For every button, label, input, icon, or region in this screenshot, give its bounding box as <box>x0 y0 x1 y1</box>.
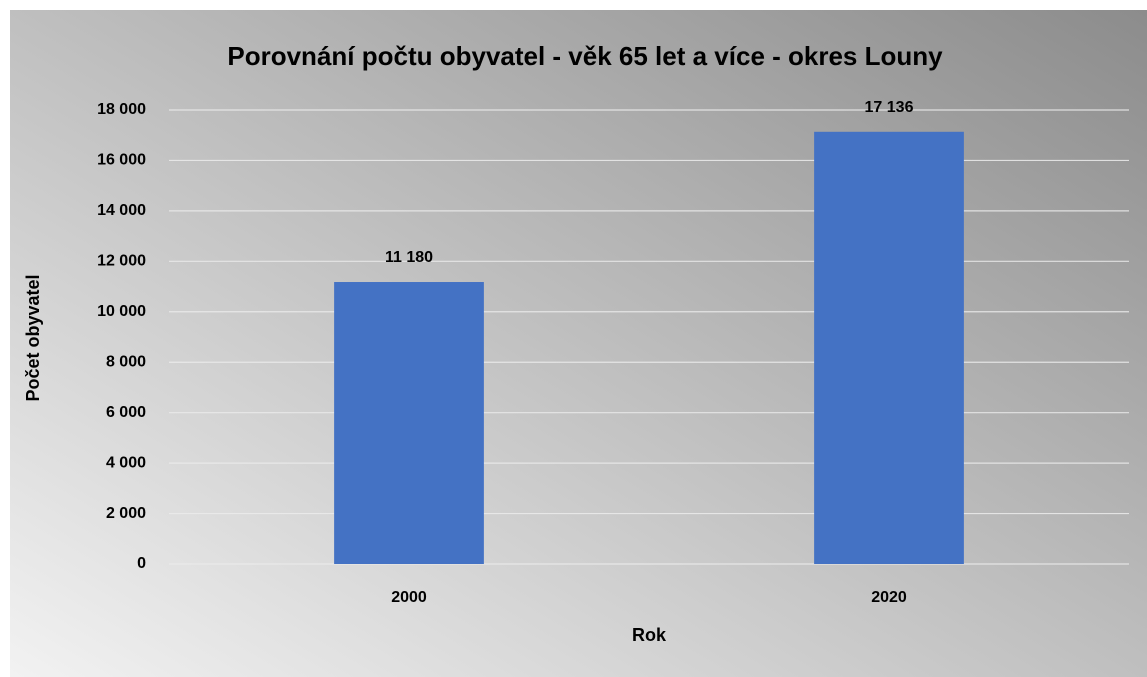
y-tick-label: 14 000 <box>97 202 146 219</box>
y-tick-label: 6 000 <box>106 404 146 421</box>
y-tick-label: 10 000 <box>97 303 146 320</box>
y-tick-label: 18 000 <box>97 101 146 118</box>
x-axis-title: Rok <box>632 625 667 645</box>
y-tick-label: 0 <box>137 555 146 572</box>
y-tick-label: 12 000 <box>97 253 146 270</box>
chart-title: Porovnání počtu obyvatel - věk 65 let a … <box>227 41 943 71</box>
bar <box>334 282 484 564</box>
x-tick-label: 2020 <box>871 589 907 606</box>
y-tick-label: 4 000 <box>106 454 146 471</box>
y-axis-title: Počet obyvatel <box>23 274 43 401</box>
data-label: 17 136 <box>865 99 914 116</box>
bar <box>814 131 964 565</box>
y-tick-label: 2 000 <box>106 505 146 522</box>
y-tick-label: 16 000 <box>97 152 146 169</box>
data-label: 11 180 <box>385 249 433 266</box>
x-tick-label: 2000 <box>391 589 427 606</box>
y-tick-label: 8 000 <box>106 353 146 370</box>
